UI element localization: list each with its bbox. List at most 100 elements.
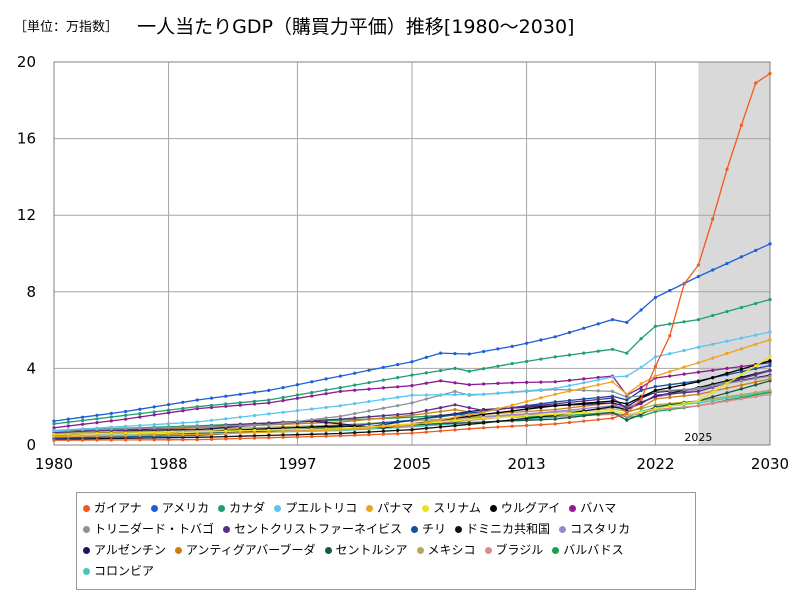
series-point [582, 377, 586, 381]
series-point [525, 414, 529, 418]
series-point [539, 357, 543, 361]
series-point [510, 415, 514, 419]
series-point [467, 413, 471, 417]
series-point [510, 403, 514, 407]
series-point [367, 368, 371, 372]
series-point [567, 353, 572, 357]
series-point [353, 419, 357, 423]
series-point [52, 422, 56, 426]
series-point [181, 430, 185, 434]
series-point [224, 417, 228, 421]
series-point [725, 381, 729, 385]
series-point [281, 421, 285, 425]
legend-item: コロンビア [83, 561, 154, 582]
y-tick-label: 4 [26, 359, 36, 377]
series-point [467, 406, 471, 410]
series-point [668, 334, 672, 338]
series-point [596, 378, 600, 382]
series-point [281, 386, 285, 390]
series-point [754, 333, 758, 337]
series-point [496, 411, 500, 415]
series-point [539, 418, 543, 422]
series-point [396, 363, 400, 367]
series-point [267, 430, 271, 434]
series-point [424, 381, 428, 385]
series-point [381, 397, 385, 401]
series-point [209, 432, 214, 436]
series-point [195, 432, 199, 437]
series-point [482, 416, 486, 420]
series-point [424, 420, 428, 424]
series-point [209, 418, 214, 422]
series-point [66, 434, 70, 438]
series-point [195, 438, 199, 442]
series-point [124, 413, 128, 417]
legend-marker-icon [274, 505, 282, 512]
series-point [453, 366, 457, 370]
series-point [539, 405, 543, 410]
series-point [567, 420, 572, 425]
series-point [224, 394, 228, 398]
legend-marker-icon [223, 526, 231, 533]
series-point [124, 409, 128, 414]
series-point [525, 359, 529, 363]
series-point [639, 386, 643, 390]
legend-label: スリナム [433, 501, 481, 515]
legend-item: ブラジル [484, 540, 543, 561]
series-point [310, 425, 314, 429]
legend-item: メキシコ [416, 540, 476, 561]
legend-label: メキシコ [427, 543, 476, 557]
legend-label: セントクリストファーネイビス [234, 522, 403, 536]
series-point [725, 395, 729, 399]
legend-label: セントルシア [335, 543, 408, 557]
series-point [439, 429, 443, 433]
series-point [410, 373, 414, 377]
series-point [167, 411, 171, 415]
series-point [739, 387, 744, 391]
series-point [711, 368, 715, 372]
series-point [152, 405, 156, 409]
series-point [338, 434, 342, 438]
series-point [467, 417, 471, 421]
series-point [209, 396, 214, 400]
series-point [582, 419, 586, 423]
series-point [739, 364, 744, 369]
series-point [295, 396, 299, 400]
series-point [510, 344, 514, 348]
series-point [682, 391, 686, 395]
series-point [525, 399, 529, 404]
legend-label: ガイアナ [94, 501, 142, 515]
series-point [539, 380, 543, 384]
series-point [482, 349, 486, 354]
legend-marker-icon [324, 547, 332, 554]
series-point [467, 427, 471, 431]
series-point [739, 255, 744, 259]
series-point [95, 421, 99, 425]
legend-marker-icon [455, 526, 463, 533]
series-point [95, 413, 99, 417]
series-point [582, 399, 586, 403]
series-point [381, 416, 385, 420]
legend-label: パナマ [377, 501, 414, 515]
legend-item: コスタリカ [559, 519, 630, 540]
series-point [582, 386, 586, 390]
series-point [711, 395, 715, 399]
series-point [725, 167, 729, 171]
series-point [367, 381, 371, 385]
series-point [453, 381, 457, 385]
series-point [310, 418, 314, 422]
series-point [209, 403, 214, 407]
legend-item: カナダ [218, 498, 265, 519]
series-point [639, 308, 643, 312]
series-point [267, 412, 271, 416]
series-point [396, 395, 400, 399]
series-point [252, 423, 257, 427]
series-point [396, 413, 400, 417]
series-point [52, 438, 56, 442]
series-point [439, 409, 443, 414]
series-point [439, 418, 443, 422]
series-point [238, 424, 242, 428]
series-point [281, 399, 285, 403]
series-point [410, 428, 414, 432]
series-point [639, 406, 643, 410]
